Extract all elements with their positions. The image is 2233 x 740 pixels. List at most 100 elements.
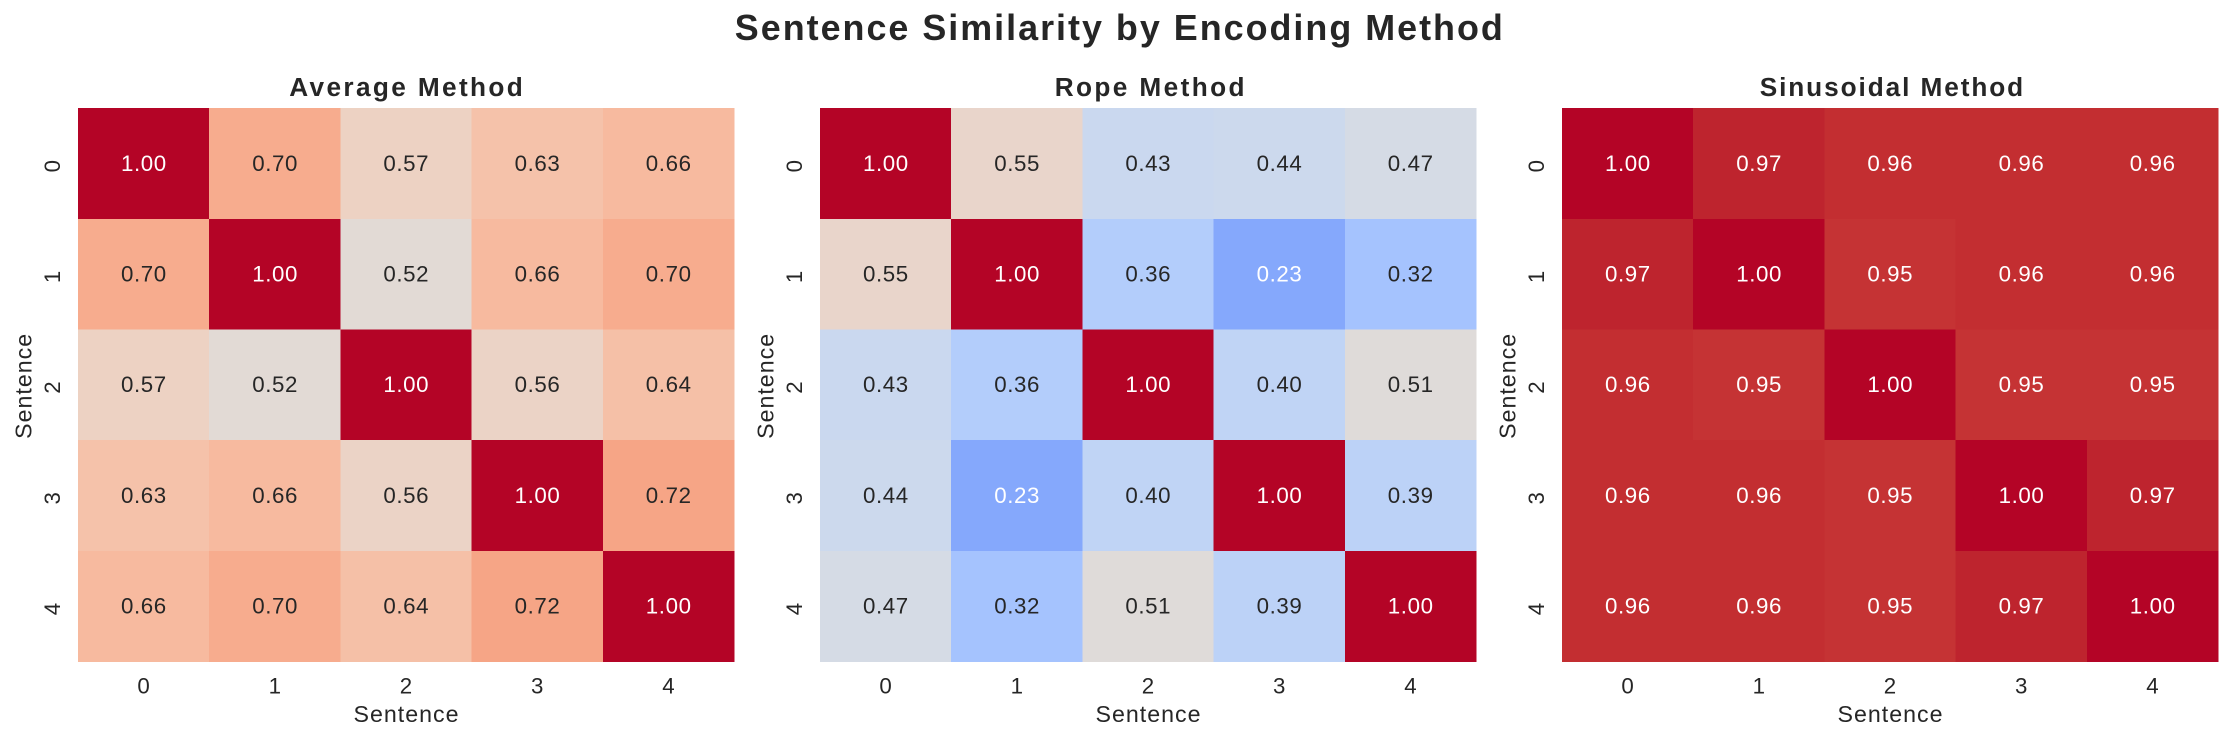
svg-text:1.00: 1.00: [646, 594, 692, 619]
svg-text:1.00: 1.00: [994, 261, 1040, 286]
svg-text:3: 3: [531, 674, 543, 699]
svg-text:0.23: 0.23: [1257, 261, 1303, 286]
svg-text:2: 2: [1524, 381, 1549, 393]
svg-text:0.95: 0.95: [1867, 594, 1913, 619]
svg-text:4: 4: [662, 674, 674, 699]
svg-text:1: 1: [1753, 674, 1765, 699]
svg-text:0.63: 0.63: [121, 483, 167, 508]
svg-text:1.00: 1.00: [1605, 151, 1651, 176]
svg-text:0.63: 0.63: [515, 151, 561, 176]
svg-text:Sentence Similarity by Encodin: Sentence Similarity by Encoding Method: [735, 8, 1505, 48]
svg-text:3: 3: [782, 492, 807, 504]
svg-text:0.47: 0.47: [1388, 151, 1434, 176]
svg-text:3: 3: [40, 492, 65, 504]
svg-text:2: 2: [782, 381, 807, 393]
svg-text:0.23: 0.23: [994, 483, 1040, 508]
svg-text:0.66: 0.66: [252, 483, 298, 508]
svg-text:0.52: 0.52: [252, 372, 298, 397]
svg-text:0.96: 0.96: [2130, 261, 2176, 286]
svg-text:0.57: 0.57: [383, 151, 429, 176]
svg-text:0.97: 0.97: [1605, 261, 1651, 286]
svg-text:Sentence: Sentence: [753, 333, 779, 439]
svg-text:0.43: 0.43: [863, 372, 909, 397]
svg-text:0.55: 0.55: [994, 151, 1040, 176]
svg-text:0.56: 0.56: [383, 483, 429, 508]
svg-text:0.32: 0.32: [994, 594, 1040, 619]
svg-text:4: 4: [782, 603, 807, 615]
svg-text:0.96: 0.96: [1605, 483, 1651, 508]
svg-text:0.72: 0.72: [646, 483, 692, 508]
svg-text:0: 0: [40, 160, 65, 172]
svg-text:2: 2: [400, 674, 412, 699]
svg-text:1: 1: [40, 271, 65, 283]
svg-text:0.66: 0.66: [515, 261, 561, 286]
svg-text:0: 0: [879, 674, 891, 699]
svg-text:1.00: 1.00: [1999, 483, 2045, 508]
svg-text:0.52: 0.52: [383, 261, 429, 286]
svg-text:0: 0: [137, 674, 149, 699]
svg-text:4: 4: [2146, 674, 2158, 699]
svg-text:0.95: 0.95: [1999, 372, 2045, 397]
svg-text:Sinusoidal Method: Sinusoidal Method: [1760, 72, 2025, 102]
svg-text:0.66: 0.66: [121, 594, 167, 619]
svg-text:1.00: 1.00: [383, 372, 429, 397]
svg-text:1.00: 1.00: [1867, 372, 1913, 397]
svg-text:1.00: 1.00: [1125, 372, 1171, 397]
svg-text:1.00: 1.00: [1736, 261, 1782, 286]
svg-text:0.51: 0.51: [1388, 372, 1434, 397]
svg-text:0.72: 0.72: [515, 594, 561, 619]
svg-text:0.96: 0.96: [1867, 151, 1913, 176]
svg-text:0.95: 0.95: [1867, 483, 1913, 508]
svg-text:1.00: 1.00: [121, 151, 167, 176]
svg-text:Sentence: Sentence: [354, 701, 460, 727]
svg-text:0.96: 0.96: [1605, 372, 1651, 397]
svg-text:0.56: 0.56: [515, 372, 561, 397]
svg-text:0: 0: [782, 160, 807, 172]
svg-text:0: 0: [1621, 674, 1633, 699]
svg-text:0.70: 0.70: [646, 261, 692, 286]
svg-text:0.96: 0.96: [1999, 261, 2045, 286]
svg-text:1.00: 1.00: [252, 261, 298, 286]
svg-text:0.96: 0.96: [1999, 151, 2045, 176]
svg-text:0.47: 0.47: [863, 594, 909, 619]
svg-text:1.00: 1.00: [515, 483, 561, 508]
svg-text:0.95: 0.95: [1867, 261, 1913, 286]
svg-text:2: 2: [1142, 674, 1154, 699]
svg-text:0.95: 0.95: [1736, 372, 1782, 397]
svg-text:3: 3: [1273, 674, 1285, 699]
svg-text:Sentence: Sentence: [11, 333, 37, 439]
svg-text:Rope Method: Rope Method: [1055, 72, 1247, 102]
svg-text:0.57: 0.57: [121, 372, 167, 397]
svg-text:0.43: 0.43: [1125, 151, 1171, 176]
svg-text:0.39: 0.39: [1388, 483, 1434, 508]
svg-text:0.64: 0.64: [383, 594, 429, 619]
svg-text:1.00: 1.00: [863, 151, 909, 176]
svg-text:0.40: 0.40: [1125, 483, 1171, 508]
svg-text:4: 4: [40, 603, 65, 615]
svg-text:0.51: 0.51: [1125, 594, 1171, 619]
svg-text:Sentence: Sentence: [1838, 701, 1944, 727]
svg-text:0.70: 0.70: [121, 261, 167, 286]
svg-text:0.44: 0.44: [1257, 151, 1303, 176]
svg-text:3: 3: [1524, 492, 1549, 504]
svg-text:1: 1: [1011, 674, 1023, 699]
svg-text:0.96: 0.96: [1605, 594, 1651, 619]
svg-text:Sentence: Sentence: [1495, 333, 1521, 439]
svg-text:1.00: 1.00: [1257, 483, 1303, 508]
svg-text:1: 1: [782, 271, 807, 283]
svg-text:0.96: 0.96: [2130, 151, 2176, 176]
svg-text:0.96: 0.96: [1736, 483, 1782, 508]
svg-text:0.95: 0.95: [2130, 372, 2176, 397]
svg-text:1.00: 1.00: [2130, 594, 2176, 619]
svg-text:0.44: 0.44: [863, 483, 909, 508]
svg-text:0.55: 0.55: [863, 261, 909, 286]
svg-text:1.00: 1.00: [1388, 594, 1434, 619]
svg-text:0: 0: [1524, 160, 1549, 172]
svg-text:0.70: 0.70: [252, 594, 298, 619]
svg-text:0.97: 0.97: [1999, 594, 2045, 619]
svg-text:3: 3: [2015, 674, 2027, 699]
svg-text:Average Method: Average Method: [289, 72, 525, 102]
svg-text:4: 4: [1404, 674, 1416, 699]
svg-text:0.97: 0.97: [2130, 483, 2176, 508]
svg-text:0.40: 0.40: [1257, 372, 1303, 397]
